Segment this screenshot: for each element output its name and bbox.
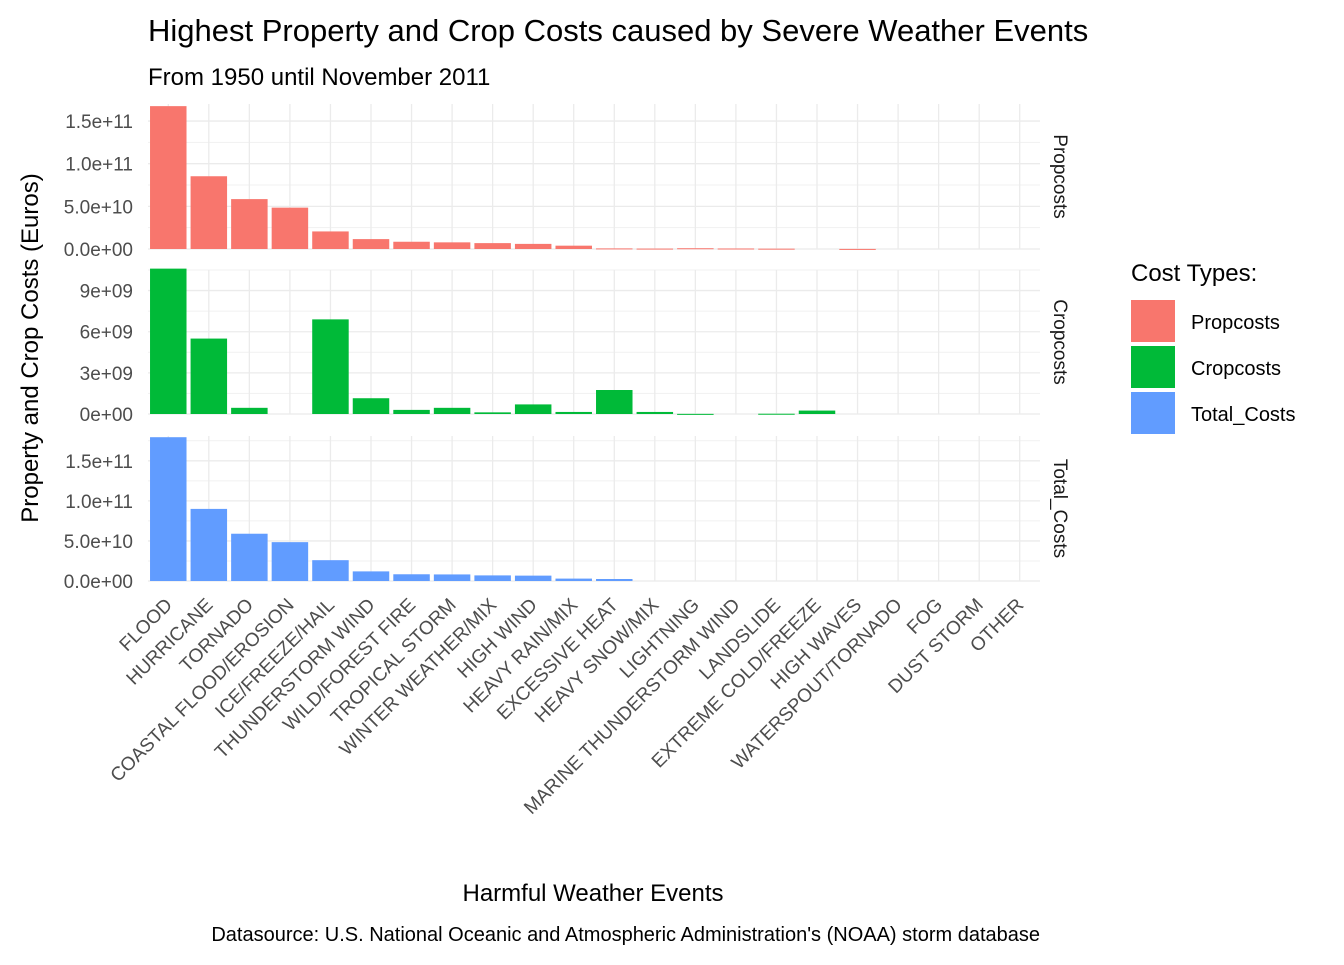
x-axis-label: Harmful Weather Events	[463, 880, 724, 907]
bar-propcosts-tornado	[231, 199, 268, 249]
chart-title: Highest Property and Crop Costs caused b…	[148, 13, 1088, 48]
bar-propcosts-coastal-flood-erosion	[271, 207, 309, 249]
y-tick-label: 1.0e+11	[65, 492, 133, 513]
bar-cropcosts-heavy-rain-mix	[555, 411, 592, 414]
chart-subtitle: From 1950 until November 2011	[148, 64, 490, 91]
bar-propcosts-landslide	[758, 248, 795, 250]
bar-cropcosts-ice-freeze-hail	[312, 319, 349, 414]
bar-propcosts-flood	[150, 106, 187, 249]
caption: Datasource: U.S. National Oceanic and At…	[211, 924, 1040, 946]
bar-cropcosts-heavy-snow-mix	[636, 411, 674, 414]
legend-label-total-costs: Total_Costs	[1191, 404, 1296, 426]
bar-propcosts-winter-weather-mix	[474, 243, 511, 249]
legend-label-cropcosts: Cropcosts	[1191, 358, 1281, 380]
legend-key-propcosts	[1131, 300, 1175, 342]
legend-label-propcosts: Propcosts	[1191, 312, 1280, 334]
bar-propcosts-ice-freeze-hail	[312, 231, 349, 249]
bar-total-costs-tornado	[231, 533, 268, 581]
bar-total-costs-thunderstorm-wind	[352, 571, 390, 581]
bar-total-costs-hurricane	[190, 508, 228, 581]
bar-total-costs-coastal-flood-erosion	[271, 542, 309, 581]
bar-propcosts-lightning	[677, 248, 714, 250]
bar-cropcosts-extreme-cold-freeze	[798, 410, 836, 414]
bar-total-costs-heavy-rain-mix	[555, 578, 592, 581]
y-tick-label: 0.0e+00	[64, 572, 133, 593]
bar-propcosts-high-waves	[839, 248, 876, 250]
bar-cropcosts-landslide	[758, 413, 795, 415]
y-tick-label: 9e+09	[80, 282, 133, 303]
y-tick-label: 3e+09	[80, 364, 133, 385]
bar-propcosts-heavy-snow-mix	[636, 248, 674, 250]
bar-propcosts-marine-thunderstorm-wind	[717, 248, 755, 250]
y-tick-label: 0e+00	[80, 405, 133, 426]
bar-cropcosts-lightning	[677, 413, 714, 415]
bar-total-costs-wild-forest-fire	[393, 574, 430, 581]
bar-propcosts-hurricane	[190, 176, 228, 249]
facet-label-total-costs: Total_Costs	[1049, 459, 1070, 558]
y-tick-label: 1.5e+11	[65, 112, 133, 133]
y-tick-label: 1.0e+11	[65, 155, 133, 176]
bar-total-costs-ice-freeze-hail	[312, 560, 349, 581]
bar-propcosts-high-wind	[514, 243, 552, 249]
panel-total-costs: 0.0e+00 5.0e+10 1.0e+11 1.5e+11 Total_Costs	[64, 436, 1070, 593]
y-tick-label: 1.5e+11	[65, 452, 133, 473]
panels: 0.0e+00 5.0e+10 1.0e+11 1.5e+11 Propcosts 0e+…	[64, 104, 1070, 593]
bar-total-costs-flood	[150, 437, 187, 581]
panel-cropcosts: 0e+00 3e+09 6e+09 9e+09 Cropcosts	[80, 268, 1070, 426]
bar-cropcosts-tropical-storm	[433, 407, 471, 414]
y-tick-label: 5.0e+10	[64, 532, 133, 553]
y-tick-label: 0.0e+00	[64, 240, 133, 261]
bar-cropcosts-high-wind	[514, 404, 552, 414]
legend: Propcosts Cropcosts Total_Costs	[1131, 300, 1296, 434]
bar-cropcosts-winter-weather-mix	[474, 412, 511, 414]
y-tick-label: 6e+09	[80, 323, 133, 344]
bar-cropcosts-excessive-heat	[596, 390, 633, 414]
panel-propcosts: 0.0e+00 5.0e+10 1.0e+11 1.5e+11 Propcosts	[64, 104, 1070, 261]
legend-key-cropcosts	[1131, 346, 1175, 388]
bar-total-costs-high-wind	[514, 575, 552, 581]
bar-propcosts-excessive-heat	[596, 248, 633, 250]
bar-cropcosts-flood	[150, 268, 187, 414]
bar-propcosts-wild-forest-fire	[393, 241, 430, 249]
bar-cropcosts-wild-forest-fire	[393, 409, 430, 414]
bar-total-costs-tropical-storm	[433, 574, 471, 581]
bar-total-costs-winter-weather-mix	[474, 575, 511, 581]
y-tick-label: 5.0e+10	[64, 197, 133, 218]
bar-total-costs-excessive-heat	[596, 578, 633, 581]
legend-title: Cost Types:	[1131, 260, 1257, 287]
bar-propcosts-tropical-storm	[433, 242, 471, 249]
bar-propcosts-heavy-rain-mix	[555, 245, 592, 249]
bar-propcosts-thunderstorm-wind	[352, 239, 390, 249]
bar-cropcosts-hurricane	[190, 338, 228, 414]
facet-label-propcosts: Propcosts	[1049, 134, 1070, 218]
facet-label-cropcosts: Cropcosts	[1049, 299, 1070, 385]
bar-cropcosts-tornado	[231, 407, 268, 414]
y-axis-label: Property and Crop Costs (Euros)	[17, 173, 44, 522]
bar-cropcosts-thunderstorm-wind	[352, 398, 390, 414]
legend-key-total-costs	[1131, 392, 1175, 434]
